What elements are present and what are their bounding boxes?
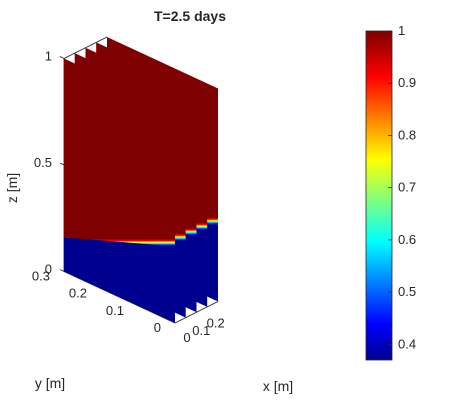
colorbar-tick-label: 0.6 [398,232,416,247]
slice-front-band [64,230,175,247]
colorbar-tick-label: 0.7 [398,180,416,195]
colorbar-tick-label: 0.8 [398,127,416,142]
slice-planes [64,37,218,323]
z-tick-labels: 00.51 [34,48,65,276]
y-tick-label: 0.3 [32,268,50,283]
colorbar-tick-labels: 1 0.9 0.8 0.7 0.6 0.5 0.4 [388,23,416,351]
colorbar-tick-label: 0.9 [398,75,416,90]
x-axis-label: x [m] [263,378,293,394]
x-tick-label: 0.1 [192,323,210,338]
slice-plane [64,58,175,323]
axis-edge [63,36,108,59]
z-tick-label: 0 [45,261,52,276]
y-tick-label: 0.2 [69,286,87,301]
z-tick-mark [59,56,65,59]
colorbar-tick-label: 0.4 [398,336,416,351]
slice-high-region [64,58,175,247]
chart-title: T=2.5 days [154,8,226,24]
colorbar-tick-label: 1 [398,23,405,38]
x-tick-label: 0.2 [207,316,225,331]
z-tick-mark [59,269,65,272]
z-tick-label: 0.5 [34,155,52,170]
slice-low-region [64,237,175,323]
z-tick-label: 1 [45,48,52,63]
z-tick-mark [59,162,65,166]
colorbar-tick-label: 0.5 [398,284,416,299]
z-axis-label: z [m] [4,173,20,203]
y-tick-label: 0.1 [106,303,124,318]
axis-edge [174,301,219,324]
y-tick-label: 0 [154,320,161,335]
x-tick-labels: 0 0.10.2 [183,316,224,345]
colorbar [365,30,393,361]
y-tick-labels: 0 0.1 0.2 0.3 [32,268,161,335]
x-tick-label: 0 [183,330,190,345]
y-axis-label: y [m] [35,375,65,391]
